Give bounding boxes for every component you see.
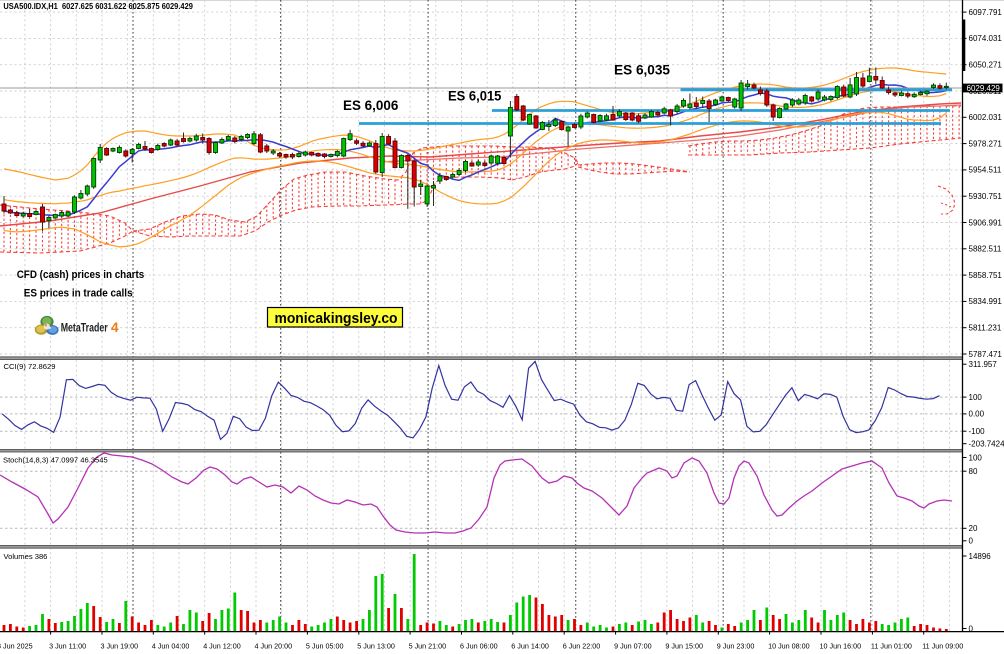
svg-text:5 Jun 21:00: 5 Jun 21:00 <box>409 642 447 651</box>
svg-text:Volumes 386: Volumes 386 <box>4 552 48 561</box>
svg-text:4 Jun 12:00: 4 Jun 12:00 <box>203 642 241 651</box>
svg-text:0.00: 0.00 <box>969 410 985 419</box>
svg-text:5787.471: 5787.471 <box>969 350 1003 359</box>
svg-text:5858.751: 5858.751 <box>969 271 1003 280</box>
svg-text:4 Jun 20:00: 4 Jun 20:00 <box>255 642 293 651</box>
svg-text:USA500.IDX,H1 6027.625 6031.6: USA500.IDX,H1 6027.625 6031.622 6025.875… <box>3 2 193 11</box>
svg-text:5834.991: 5834.991 <box>969 297 1003 306</box>
svg-text:ES 6,035: ES 6,035 <box>614 63 671 78</box>
svg-text:9 Jun 23:00: 9 Jun 23:00 <box>717 642 755 651</box>
svg-text:6 Jun 22:00: 6 Jun 22:00 <box>563 642 601 651</box>
svg-text:14896: 14896 <box>969 552 992 561</box>
svg-text:20: 20 <box>969 524 978 533</box>
svg-text:4 Jun 04:00: 4 Jun 04:00 <box>152 642 190 651</box>
svg-text:3 Jun 11:00: 3 Jun 11:00 <box>49 642 86 651</box>
svg-text:6074.031: 6074.031 <box>969 34 1003 43</box>
svg-text:CFD (cash) prices in charts: CFD (cash) prices in charts <box>17 269 145 281</box>
svg-text:10 Jun 16:00: 10 Jun 16:00 <box>820 642 862 651</box>
svg-text:100: 100 <box>969 453 983 462</box>
svg-text:5 Jun 05:00: 5 Jun 05:00 <box>306 642 344 651</box>
svg-text:80: 80 <box>969 467 978 476</box>
svg-text:5954.511: 5954.511 <box>969 166 1002 175</box>
svg-text:11 Jun 01:00: 11 Jun 01:00 <box>871 642 912 651</box>
svg-text:MetaTrader: MetaTrader <box>61 321 108 335</box>
svg-text:9 Jun 07:00: 9 Jun 07:00 <box>614 642 652 651</box>
svg-text:-203.7424: -203.7424 <box>969 440 1004 449</box>
svg-text:6 Jun 14:00: 6 Jun 14:00 <box>511 642 549 651</box>
svg-text:9 Jun 15:00: 9 Jun 15:00 <box>665 642 703 651</box>
svg-text:6029.429: 6029.429 <box>967 84 1001 93</box>
svg-text:10 Jun 08:00: 10 Jun 08:00 <box>768 642 810 651</box>
svg-text:5930.751: 5930.751 <box>969 192 1003 201</box>
svg-text:0: 0 <box>969 537 974 546</box>
svg-text:5882.511: 5882.511 <box>969 245 1002 254</box>
svg-text:311.957: 311.957 <box>969 360 998 369</box>
svg-text:6097.791: 6097.791 <box>969 8 1003 17</box>
svg-text:-100: -100 <box>969 427 986 436</box>
svg-text:5978.271: 5978.271 <box>969 139 1003 148</box>
svg-text:monicakingsley.co: monicakingsley.co <box>275 311 398 327</box>
svg-text:6002.031: 6002.031 <box>969 113 1003 122</box>
svg-text:11 Jun 09:00: 11 Jun 09:00 <box>922 642 963 651</box>
svg-text:6050.271: 6050.271 <box>969 61 1003 70</box>
svg-text:5906.991: 5906.991 <box>969 218 1003 227</box>
svg-text:5 Jun 13:00: 5 Jun 13:00 <box>357 642 395 651</box>
svg-text:ES 6,015: ES 6,015 <box>448 88 502 103</box>
svg-text:Stoch(14,8,3) 47.0997 46.3545: Stoch(14,8,3) 47.0997 46.3545 <box>3 455 108 464</box>
svg-text:100: 100 <box>969 393 983 402</box>
svg-text:0: 0 <box>969 624 974 633</box>
svg-text:3 Jun 2025: 3 Jun 2025 <box>0 642 33 651</box>
svg-text:ES prices in trade calls: ES prices in trade calls <box>24 288 133 300</box>
svg-text:4: 4 <box>111 320 119 335</box>
svg-text:3 Jun 19:00: 3 Jun 19:00 <box>101 642 139 651</box>
svg-text:5811.231: 5811.231 <box>969 324 1002 333</box>
svg-text:CCI(9) 72.8629: CCI(9) 72.8629 <box>4 362 56 371</box>
svg-text:6 Jun 06:00: 6 Jun 06:00 <box>460 642 498 651</box>
svg-text:ES 6,006: ES 6,006 <box>343 98 398 113</box>
